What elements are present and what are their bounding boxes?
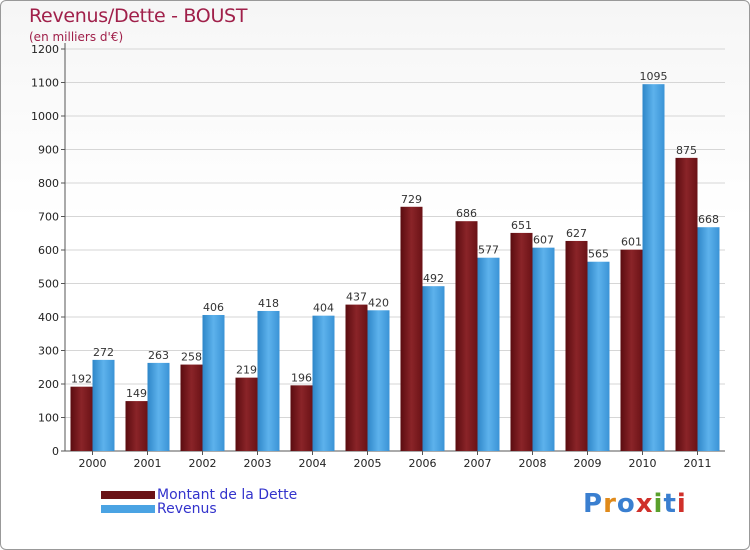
x-tick-label: 2007 (464, 457, 492, 470)
y-tick-label: 1000 (31, 110, 59, 123)
data-label: 577 (478, 244, 499, 257)
data-label: 192 (71, 373, 92, 386)
x-tick-label: 2001 (134, 457, 162, 470)
y-tick-label: 0 (52, 445, 59, 458)
y-tick-label: 400 (38, 311, 59, 324)
revenue-bar (147, 362, 170, 451)
data-label: 668 (698, 213, 719, 226)
legend-swatch-debt (101, 491, 155, 499)
x-tick-label: 2005 (354, 457, 382, 470)
data-label: 627 (566, 227, 587, 240)
y-tick-label: 200 (38, 378, 59, 391)
logo-letter: x (635, 489, 654, 519)
data-label: 607 (533, 234, 554, 247)
legend-item-debt: Montant de la Dette (101, 487, 297, 503)
data-label: 1095 (640, 70, 668, 83)
y-tick-label: 500 (38, 278, 59, 291)
y-tick-label: 900 (38, 144, 59, 157)
debt-bar (400, 206, 423, 451)
debt-bar (675, 157, 698, 451)
x-tick-label: 2009 (574, 457, 602, 470)
x-tick-label: 2004 (299, 457, 327, 470)
debt-bar (290, 385, 313, 451)
data-label: 651 (511, 219, 532, 232)
data-label: 263 (148, 349, 169, 362)
revenue-bar (367, 310, 390, 451)
x-tick-label: 2003 (244, 457, 272, 470)
y-tick-label: 1100 (31, 77, 59, 90)
chart-title: Revenus/Dette - BOUST (29, 5, 248, 27)
debt-bar (620, 249, 643, 451)
data-label: 686 (456, 207, 477, 220)
data-label: 272 (93, 346, 114, 359)
data-label: 418 (258, 297, 279, 310)
data-label: 437 (346, 291, 367, 304)
revenue-bar (532, 247, 555, 451)
revenue-bar (642, 84, 665, 452)
data-label: 149 (126, 387, 147, 400)
y-tick-label: 300 (38, 345, 59, 358)
debt-bar (565, 240, 588, 451)
data-label: 406 (203, 301, 224, 314)
data-label: 875 (676, 144, 697, 157)
revenue-bar (257, 310, 280, 451)
y-tick-label: 600 (38, 244, 59, 257)
revenue-bar (422, 286, 445, 451)
logo-letter: o (616, 489, 636, 519)
y-tick-label: 800 (38, 177, 59, 190)
debt-bar (125, 401, 148, 451)
logo-letter: i (676, 489, 687, 519)
legend-item-revenue: Revenus (101, 501, 217, 517)
revenue-bar (92, 359, 115, 451)
data-label: 258 (181, 351, 202, 364)
logo-letter: i (653, 489, 664, 519)
revenue-bar (587, 261, 610, 451)
logo-letter: r (603, 489, 617, 519)
legend-swatch-revenue (101, 505, 155, 513)
chart-subtitle: (en milliers d'€) (29, 30, 124, 44)
proxiti-logo: Proxiti (583, 489, 687, 519)
debt-bar (455, 221, 478, 451)
x-tick-label: 2000 (79, 457, 107, 470)
legend-label-revenue: Revenus (157, 501, 217, 517)
data-label: 420 (368, 296, 389, 309)
data-label: 601 (621, 236, 642, 249)
revenue-bar (202, 314, 225, 451)
data-label: 219 (236, 364, 257, 377)
revenue-bar (697, 227, 720, 451)
data-label: 565 (588, 248, 609, 261)
debt-bar (235, 377, 258, 451)
legend-label-debt: Montant de la Dette (157, 487, 298, 503)
debt-bar (180, 364, 203, 451)
logo-letter: P (583, 489, 604, 519)
y-tick-label: 1200 (31, 43, 59, 56)
x-tick-label: 2008 (519, 457, 547, 470)
y-tick-label: 700 (38, 211, 59, 224)
data-label: 404 (313, 302, 334, 315)
revenue-bar (477, 257, 500, 451)
debt-bar (345, 304, 368, 451)
x-tick-label: 2010 (629, 457, 657, 470)
revenue-bar (312, 315, 335, 451)
logo-letter: t (663, 489, 677, 519)
debt-bar (70, 386, 93, 451)
x-tick-label: 2011 (684, 457, 712, 470)
y-tick-label: 100 (38, 412, 59, 425)
x-tick-label: 2002 (189, 457, 217, 470)
data-label: 492 (423, 272, 444, 285)
data-label: 729 (401, 193, 422, 206)
x-tick-label: 2006 (409, 457, 437, 470)
debt-bar (510, 232, 533, 451)
data-label: 196 (291, 371, 312, 384)
